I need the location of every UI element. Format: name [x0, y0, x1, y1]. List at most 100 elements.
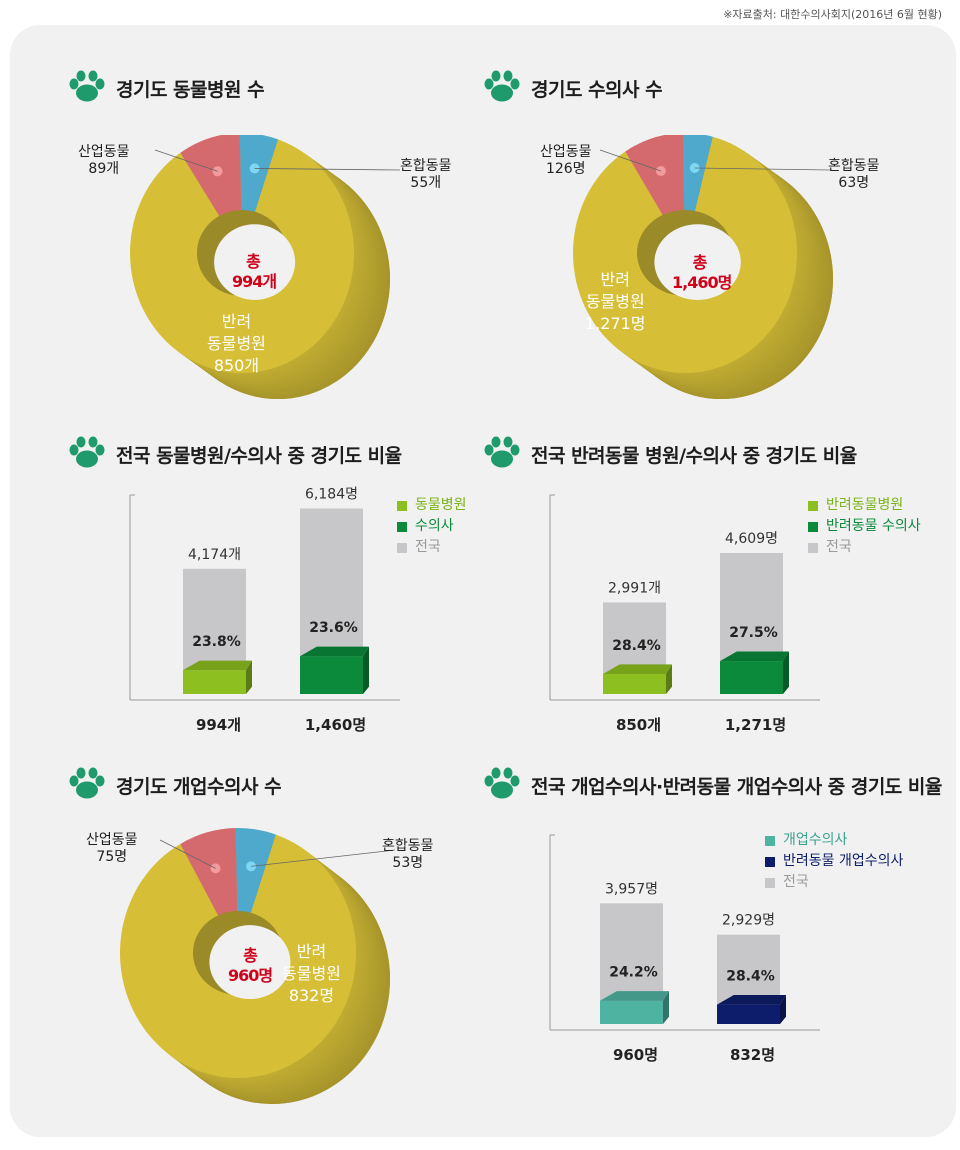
- bar-percent-label: 28.4%: [726, 969, 775, 985]
- pie1-industrial-label: 산업동물 89개: [78, 144, 130, 177]
- bar-percent-label: 27.5%: [729, 625, 778, 641]
- legend-label: 전국: [415, 539, 441, 555]
- bar-gyeonggi-top: [603, 664, 672, 674]
- bar-national-label: 4,174개: [188, 547, 241, 563]
- donut-hole: [209, 925, 291, 1000]
- pie5-mixed-label: 혼합동물 53명: [382, 838, 434, 871]
- donut-hole: [654, 224, 741, 300]
- section-title-text: 전국 동물병원/수의사 중 경기도 비율: [116, 444, 402, 467]
- legend-label: 동물병원: [415, 497, 467, 513]
- bar-gyeonggi-0: [183, 670, 246, 694]
- bar-gyeonggi-1: [300, 656, 363, 694]
- section-title-text: 경기도 수의사 수: [531, 78, 663, 101]
- bar-gyeonggi-value-label: 850개: [616, 716, 661, 734]
- section-title-5: 경기도 개업수의사 수: [68, 765, 282, 805]
- legend-label: 전국: [783, 874, 809, 890]
- pie1-companion-label: 반려 동물병원 850개: [207, 312, 266, 375]
- section-title-4: 전국 반려동물 병원/수의사 중 경기도 비율: [483, 434, 857, 474]
- legend-swatch: [397, 500, 407, 511]
- legend-swatch: [808, 542, 818, 553]
- legend-item: 동물병원: [397, 495, 467, 516]
- bar-gyeonggi-side: [663, 991, 669, 1024]
- bar-gyeonggi-0: [603, 673, 666, 694]
- pie5-total-label: 총 960명: [227, 946, 273, 985]
- legend-swatch: [397, 521, 407, 532]
- donut-chart-practicing-vets: [120, 828, 395, 1104]
- bar-chart-ratio-all: 4,174개 23.8% 994개 6,184명 23.6% 1,460명: [129, 486, 400, 734]
- section-title-2: 경기도 수의사 수: [483, 68, 663, 108]
- bar-national-label: 4,609명: [725, 531, 778, 547]
- bar-national-label: 3,957명: [605, 881, 658, 897]
- pie2-mixed-label: 혼합동물 63명: [828, 158, 880, 191]
- legend-swatch: [765, 877, 775, 888]
- bar-gyeonggi-value-label: 832명: [730, 1046, 775, 1064]
- bar-chart-ratio-companion: 2,991개 28.4% 850개 4,609명 27.5% 1,271명: [549, 494, 820, 734]
- donut-chart-hospitals: [130, 135, 400, 399]
- industrial-leader-line: [159, 839, 216, 869]
- donut-hole: [214, 224, 296, 300]
- legend-swatch: [765, 856, 775, 867]
- legend-label: 반려동물 개업수의사: [783, 853, 904, 869]
- legend-label: 전국: [826, 539, 852, 555]
- legend-swatch: [808, 500, 818, 511]
- legend-item: 전국: [397, 537, 467, 558]
- bar-gyeonggi-0: [600, 1000, 663, 1024]
- legend-item: 수의사: [397, 516, 467, 537]
- section-title-text: 경기도 개업수의사 수: [116, 775, 282, 798]
- legend-item: 반려동물 개업수의사: [765, 851, 903, 872]
- legend-label: 반려동물병원: [826, 497, 904, 513]
- pie1-total-label: 총 994개: [232, 252, 277, 291]
- legend-item: 전국: [765, 872, 903, 893]
- pie2-total-label: 총 1,460명: [672, 253, 732, 292]
- bar-gyeonggi-side: [246, 660, 252, 694]
- pie2-companion-label: 반려 동물병원 1,271명: [585, 270, 646, 333]
- bar-gyeonggi-side: [783, 651, 789, 694]
- paw-icon: [483, 766, 531, 805]
- paw-icon: [483, 435, 531, 474]
- legend-item: 전국: [808, 537, 921, 558]
- bar-percent-label: 23.8%: [192, 634, 241, 650]
- section-title-6: 전국 개업수의사·반려동물 개업수의사 중 경기도 비율: [483, 765, 942, 805]
- bar-gyeonggi-top: [300, 646, 369, 657]
- bar-chart-ratio-practicing: 3,957명 24.2% 960명 2,929명 28.4% 832명: [549, 834, 820, 1064]
- pie5-industrial-label: 산업동물 75명: [86, 832, 138, 865]
- bar-gyeonggi-top: [183, 660, 252, 671]
- section-title-text: 전국 개업수의사·반려동물 개업수의사 중 경기도 비율: [531, 775, 942, 798]
- bar-gyeonggi-side: [363, 646, 369, 694]
- paw-icon: [68, 435, 116, 474]
- bar-national-label: 2,991개: [608, 580, 661, 596]
- section-title-text: 경기도 동물병원 수: [116, 78, 265, 101]
- industrial-leader-line: [154, 149, 218, 172]
- legend-label: 반려동물 수의사: [826, 518, 921, 534]
- legend-label: 수의사: [415, 518, 454, 534]
- bar-percent-label: 24.2%: [609, 965, 658, 981]
- bar-gyeonggi-value-label: 1,271명: [725, 716, 786, 734]
- legend-item: 반려동물병원: [808, 495, 921, 516]
- mixed-leader-line: [694, 167, 831, 171]
- bar-percent-label: 23.6%: [309, 620, 358, 636]
- source-note: ※자료출처: 대한수의사회지(2016년 6월 현황): [723, 8, 942, 21]
- pie1-mixed-label: 혼합동물 55개: [400, 158, 452, 191]
- bar-gyeonggi-value-label: 960명: [613, 1046, 658, 1064]
- section-title-text: 전국 반려동물 병원/수의사 중 경기도 비율: [531, 444, 857, 467]
- bar-gyeonggi-1: [717, 1004, 780, 1024]
- pie2-industrial-label: 산업동물 126명: [540, 144, 592, 177]
- bar-gyeonggi-top: [600, 991, 669, 1001]
- donut-chart-vets: [573, 135, 833, 399]
- legend-label: 개업수의사: [783, 832, 848, 848]
- legend-swatch: [765, 835, 775, 846]
- mixed-leader-line: [251, 849, 395, 867]
- bar-gyeonggi-1: [720, 661, 783, 694]
- legend-swatch: [397, 542, 407, 553]
- legend-swatch: [808, 521, 818, 532]
- bar-gyeonggi-side: [666, 664, 672, 694]
- bar-percent-label: 28.4%: [612, 638, 661, 654]
- legend-item: 반려동물 수의사: [808, 516, 921, 537]
- industrial-leader-line: [599, 149, 662, 172]
- bar-gyeonggi-value-label: 994개: [196, 716, 241, 734]
- bar-gyeonggi-top: [717, 995, 786, 1005]
- bar-gyeonggi-side: [780, 995, 786, 1024]
- section-title-1: 경기도 동물병원 수: [68, 68, 265, 108]
